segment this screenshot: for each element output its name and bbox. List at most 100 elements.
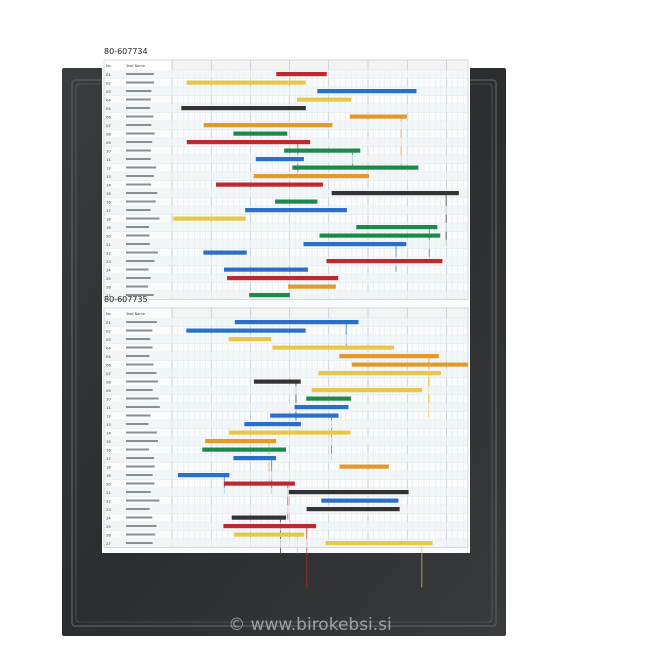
row-number: 25 — [106, 524, 111, 529]
task-name — [126, 389, 153, 391]
task-name — [126, 294, 154, 296]
task-name — [126, 183, 152, 186]
task-bar — [234, 532, 305, 537]
row-stripe — [104, 386, 468, 395]
task-name — [126, 98, 151, 101]
row-number: 19 — [106, 225, 111, 230]
task-name — [126, 542, 153, 544]
task-bar — [205, 439, 277, 444]
task-name — [126, 234, 150, 237]
task-name — [126, 200, 156, 203]
task-bar — [349, 114, 407, 119]
task-name — [126, 372, 157, 374]
row-number: 03 — [106, 89, 111, 94]
task-bar — [288, 490, 409, 495]
task-name — [126, 81, 155, 84]
task-name — [126, 277, 151, 279]
task-bar — [317, 89, 417, 94]
task-bar — [276, 72, 327, 77]
task-bar — [306, 396, 351, 401]
task-name — [126, 338, 151, 340]
row-number: 22 — [106, 251, 111, 256]
task-bar — [303, 242, 407, 247]
task-name — [126, 380, 158, 383]
row-number: 15 — [106, 439, 111, 444]
row-number: 12 — [106, 414, 111, 419]
charts: 80-607734 No Task Name 01 02 03 04 05 06 07 08 09 10… — [103, 47, 469, 588]
header-band — [171, 307, 469, 319]
task-name — [126, 465, 155, 468]
row-number: 16 — [106, 200, 111, 205]
task-name — [126, 141, 153, 143]
row-number: 13 — [106, 174, 111, 179]
task-bar — [294, 405, 349, 410]
row-number: 23 — [106, 507, 111, 512]
task-name — [126, 482, 155, 485]
task-bar — [177, 473, 230, 478]
header-task-name: Task Name — [125, 64, 145, 68]
task-name — [126, 525, 157, 527]
task-bar — [288, 284, 336, 289]
task-bar — [321, 498, 399, 503]
row-number: 21 — [106, 490, 111, 495]
task-bar — [325, 541, 433, 546]
row-number: 25 — [106, 276, 111, 281]
task-name — [126, 192, 158, 194]
task-name — [126, 329, 153, 332]
task-bar — [203, 250, 247, 255]
row-number: 05 — [106, 106, 111, 111]
task-bar — [228, 430, 351, 435]
row-number: 09 — [106, 140, 111, 145]
row-number: 21 — [106, 242, 111, 247]
task-name — [126, 217, 160, 220]
row-number: 02 — [106, 81, 111, 86]
task-bar — [272, 345, 394, 350]
row-stripe — [104, 352, 468, 361]
row-stripe — [104, 403, 468, 412]
task-bar — [318, 371, 441, 376]
row-stripe — [104, 488, 468, 497]
task-name — [126, 448, 150, 451]
task-name — [126, 107, 151, 109]
task-name — [126, 124, 152, 126]
row-stripe — [104, 471, 468, 480]
task-name — [126, 440, 158, 442]
task-bar — [202, 447, 286, 452]
task-bar — [223, 481, 295, 486]
task-bar — [311, 388, 423, 393]
row-number: 16 — [106, 448, 111, 453]
row-number: 08 — [106, 380, 111, 385]
row-number: 01 — [106, 320, 111, 325]
task-name — [126, 508, 150, 510]
row-stripe — [104, 223, 468, 232]
row-number: 22 — [106, 499, 111, 504]
row-number: 09 — [106, 388, 111, 393]
task-name — [126, 243, 150, 245]
task-name — [126, 414, 151, 417]
row-number: 08 — [106, 132, 111, 137]
row-number: 20 — [106, 234, 111, 239]
row-number: 05 — [106, 354, 111, 359]
row-number: 10 — [106, 397, 111, 402]
task-name — [126, 431, 157, 434]
task-bar — [228, 337, 272, 342]
task-name — [126, 260, 155, 262]
watermark: © www.birokebsi.si — [228, 615, 392, 635]
row-stripe — [104, 87, 468, 96]
task-bar — [181, 106, 306, 111]
task-bar — [227, 276, 339, 281]
row-number: 17 — [106, 208, 111, 213]
row-number: 06 — [106, 363, 111, 368]
task-name — [126, 115, 154, 118]
row-number: 04 — [106, 98, 111, 103]
row-stripe — [104, 257, 468, 266]
task-name — [126, 321, 157, 323]
row-number: 10 — [106, 149, 111, 154]
task-name — [126, 90, 152, 92]
row-number: 24 — [106, 268, 111, 273]
row-number: 06 — [106, 115, 111, 120]
task-name — [126, 268, 149, 271]
row-stripe — [104, 539, 468, 548]
task-bar — [249, 293, 290, 298]
task-bar — [339, 354, 439, 359]
